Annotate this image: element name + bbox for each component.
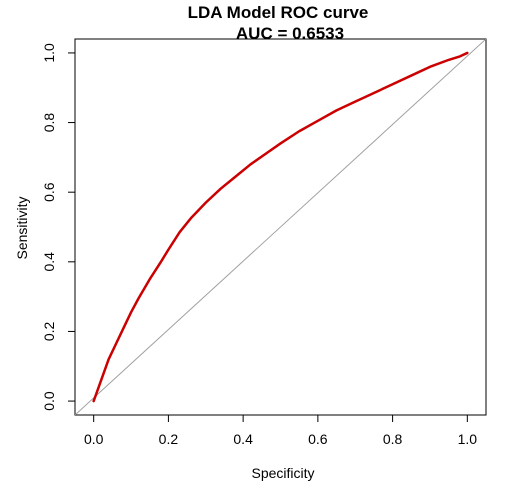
x-tick-label: 0.4 bbox=[233, 431, 253, 447]
y-tick-label: 0.8 bbox=[41, 113, 57, 133]
x-tick-label: 0.0 bbox=[84, 431, 104, 447]
chart-title: LDA Model ROC curve bbox=[188, 3, 369, 22]
y-axis: 0.0 0.2 0.4 0.6 0.8 1.0 bbox=[41, 43, 75, 411]
y-tick-label: 0.2 bbox=[41, 322, 57, 342]
x-axis: 0.0 0.2 0.4 0.6 0.8 1.0 bbox=[84, 415, 477, 447]
x-tick-label: 0.6 bbox=[308, 431, 328, 447]
x-axis-label: Specificity bbox=[251, 465, 314, 481]
y-tick-label: 1.0 bbox=[41, 43, 57, 63]
chart-subtitle: AUC = 0.6533 bbox=[236, 24, 344, 43]
plot-frame bbox=[74, 38, 487, 416]
x-tick-label: 0.8 bbox=[383, 431, 403, 447]
y-axis-label: Sensitivity bbox=[14, 196, 30, 259]
y-tick-label: 0.0 bbox=[41, 391, 57, 411]
x-tick-label: 1.0 bbox=[458, 431, 478, 447]
x-tick-label: 0.2 bbox=[159, 431, 179, 447]
roc-curve-line bbox=[92, 51, 469, 403]
y-tick-label: 0.6 bbox=[41, 182, 57, 202]
reference-diagonal-line bbox=[75, 39, 486, 415]
plot-area bbox=[74, 38, 487, 416]
y-tick-label: 0.4 bbox=[41, 252, 57, 272]
